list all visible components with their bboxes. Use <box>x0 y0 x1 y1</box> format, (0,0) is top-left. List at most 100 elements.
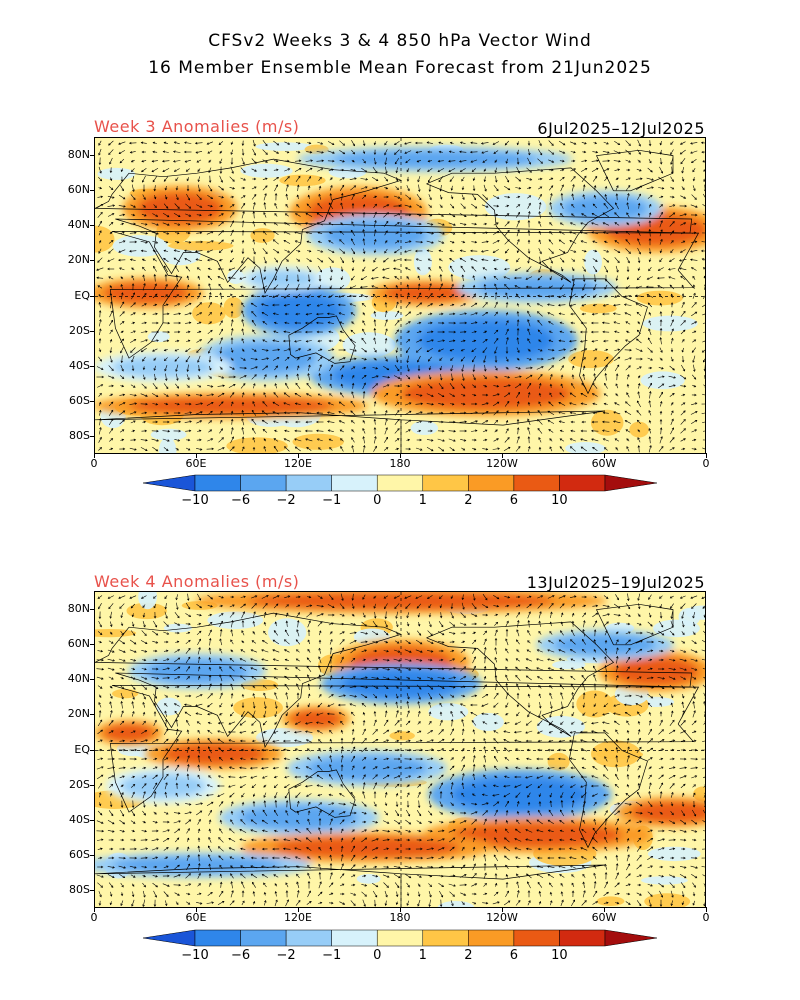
wind-vector-head <box>263 446 266 449</box>
wind-vector <box>472 168 476 172</box>
wind-vector-head <box>374 649 378 653</box>
wind-vector-head <box>692 178 696 182</box>
wind-vector-head <box>603 339 606 343</box>
wind-vector-head <box>374 162 377 165</box>
wind-vector <box>527 256 531 264</box>
wind-vector <box>141 167 147 173</box>
wind-vector-head <box>617 348 621 352</box>
wind-vector <box>493 438 499 442</box>
wind-vector-head <box>704 330 705 332</box>
wind-vector-head <box>417 275 420 279</box>
wind-vector-head <box>492 258 496 262</box>
wind-vector <box>251 348 257 352</box>
wind-vector <box>273 284 279 290</box>
wind-vector-head <box>187 377 190 381</box>
anomaly-patch <box>292 433 344 450</box>
wind-vector <box>152 640 158 644</box>
wind-vector-head <box>351 321 354 324</box>
wind-vector <box>660 427 662 435</box>
wind-vector-head <box>540 603 543 606</box>
anomaly-region <box>112 856 282 874</box>
wind-vector-head <box>559 321 563 325</box>
wind-vector <box>692 439 696 441</box>
wind-vector <box>340 257 344 263</box>
wind-vector <box>297 373 299 381</box>
wind-vector <box>141 250 147 252</box>
wind-vector <box>176 285 178 289</box>
wind-vector-head <box>316 330 319 334</box>
wind-vector <box>427 250 433 252</box>
wind-vector <box>384 230 388 236</box>
wind-vector <box>187 275 189 281</box>
wind-vector-head <box>364 649 367 652</box>
wind-vector-head <box>319 270 322 273</box>
wind-vector <box>316 430 324 432</box>
wind-vector-head <box>494 180 498 183</box>
wind-vector <box>637 230 641 236</box>
wind-vector-head <box>703 624 705 626</box>
wind-vector <box>329 231 333 235</box>
wind-vector <box>284 446 290 452</box>
wind-vector <box>362 320 366 326</box>
wind-vector-head <box>339 330 343 334</box>
wind-vector <box>130 204 136 208</box>
wind-vector-head <box>616 185 619 188</box>
wind-vector-head <box>361 337 364 341</box>
wind-vector-head <box>387 375 391 379</box>
wind-vector-head <box>581 411 584 415</box>
wind-vector-head <box>385 392 389 396</box>
wind-vector-head <box>340 269 344 272</box>
wind-vector-head <box>429 312 433 316</box>
wind-vector <box>404 150 412 154</box>
wind-vector-head <box>442 330 445 334</box>
wind-vector-head <box>505 312 509 315</box>
wind-vector <box>251 320 257 326</box>
wind-vector-head <box>167 312 170 316</box>
wind-vector <box>175 393 179 397</box>
wind-vector <box>295 403 301 405</box>
wind-vector <box>682 347 684 353</box>
wind-vector <box>154 195 156 199</box>
wind-vector-head <box>319 176 322 180</box>
wind-vector-head <box>614 222 617 225</box>
wind-vector-head <box>540 161 543 164</box>
wind-vector <box>702 421 705 423</box>
wind-vector-head <box>318 647 321 651</box>
wind-vector <box>471 603 477 609</box>
wind-vector-head <box>221 221 224 224</box>
wind-vector <box>472 194 476 200</box>
wind-vector-head <box>694 321 698 324</box>
wind-vector <box>383 221 389 227</box>
wind-vector-head <box>231 358 234 361</box>
wind-vector-head <box>274 621 278 624</box>
wind-vector <box>341 384 343 388</box>
wind-vector <box>680 649 686 653</box>
wind-vector-head <box>659 419 663 422</box>
wind-vector <box>163 176 169 182</box>
wind-vector <box>438 293 444 299</box>
wind-vector-head <box>372 293 376 297</box>
wind-vector-head <box>198 189 201 192</box>
wind-vector-head <box>188 614 192 617</box>
wind-vector-head <box>244 375 247 378</box>
wind-vector-head <box>373 260 376 263</box>
wind-vector-head <box>682 301 685 305</box>
wind-vector <box>285 213 289 217</box>
wind-vector <box>561 275 563 281</box>
wind-vector <box>571 184 575 192</box>
wind-vector-head <box>133 205 136 208</box>
wind-vector-head <box>429 205 432 208</box>
wind-vector <box>229 285 235 289</box>
anomaly-patch <box>168 241 234 251</box>
wind-vector-head <box>527 239 531 243</box>
wind-vector <box>525 374 533 380</box>
wind-vector-head <box>670 302 674 305</box>
wind-vector <box>613 420 621 424</box>
wind-vector <box>626 374 630 380</box>
wind-vector-head <box>233 384 236 387</box>
wind-vector-head <box>343 348 346 352</box>
wind-vector-head <box>606 168 610 171</box>
wind-vector-head <box>563 595 566 598</box>
wind-vector <box>196 321 202 325</box>
wind-vector-head <box>527 436 531 439</box>
